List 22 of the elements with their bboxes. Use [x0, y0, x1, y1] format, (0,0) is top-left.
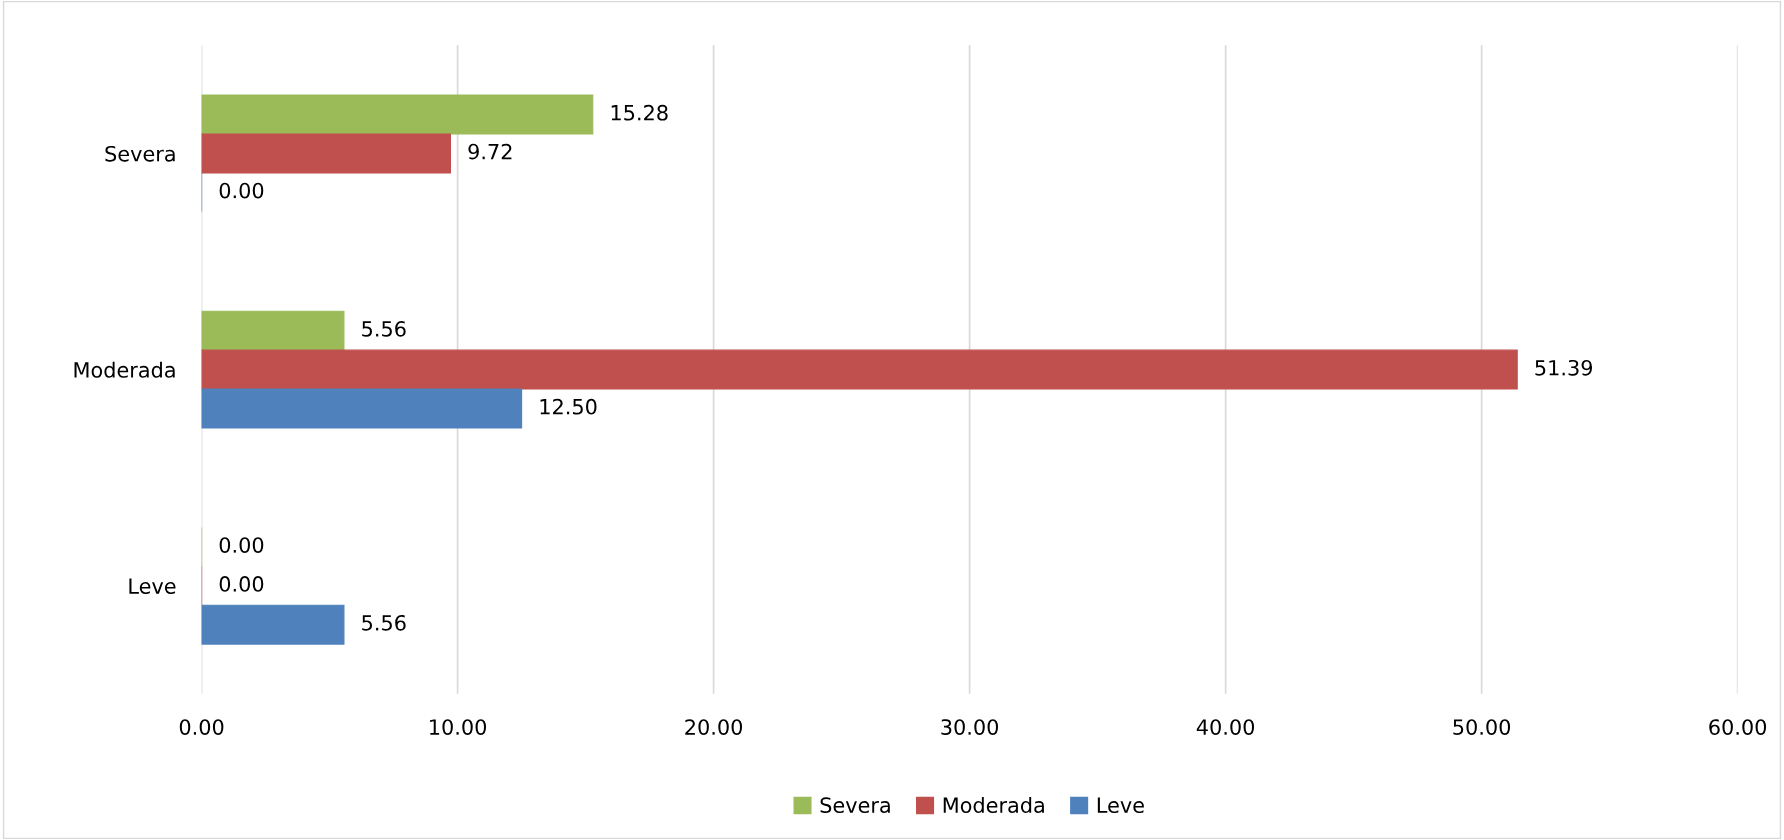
- data-label: 51.39: [1535, 359, 1593, 376]
- data-label: 9.72: [468, 143, 512, 160]
- data-label: 0.00: [219, 182, 264, 199]
- data-label: 0.00: [219, 537, 264, 553]
- legend-label: Leve: [1097, 797, 1144, 814]
- x-tick-label: 10.00: [430, 719, 487, 735]
- x-tick-label: 30.00: [941, 719, 999, 735]
- data-label: 0.00: [219, 576, 264, 592]
- x-tick-label: 0.00: [179, 719, 224, 735]
- y-tick-label: Severa: [105, 145, 175, 162]
- x-tick-label: 50.00: [1453, 719, 1511, 735]
- data-label: 5.56: [362, 320, 406, 337]
- legend-label: Moderada: [943, 796, 1044, 814]
- data-label: 12.50: [540, 398, 597, 415]
- data-label: 15.28: [611, 104, 668, 121]
- x-tick-label: 40.00: [1196, 719, 1255, 735]
- x-tick-label: 60.00: [1709, 719, 1767, 735]
- data-label: 5.56: [362, 614, 406, 631]
- y-tick-label: Leve: [129, 578, 176, 594]
- x-tick-label: 20.00: [685, 719, 743, 735]
- legend-label: Severa: [820, 797, 890, 814]
- y-tick-label: Moderada: [74, 361, 175, 378]
